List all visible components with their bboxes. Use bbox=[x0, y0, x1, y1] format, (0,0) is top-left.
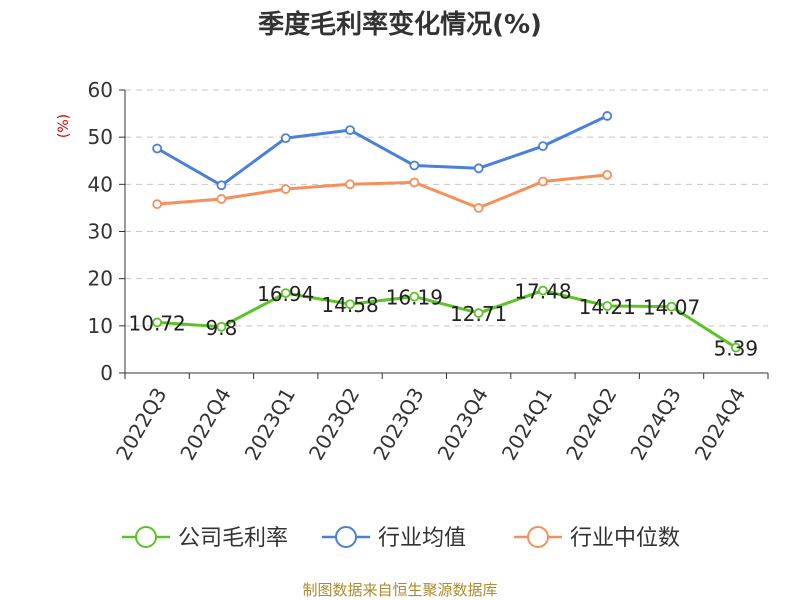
source-note: 制图数据来自恒生聚源数据库 bbox=[302, 581, 497, 599]
data-point[interactable] bbox=[345, 179, 355, 190]
x-tick-label: 2023Q2 bbox=[304, 384, 364, 465]
series-line bbox=[157, 289, 737, 349]
data-point[interactable] bbox=[152, 199, 163, 210]
data-point[interactable] bbox=[602, 169, 613, 180]
data-point[interactable] bbox=[666, 301, 677, 312]
data-label: 16.94 bbox=[257, 282, 314, 306]
legend-marker-icon bbox=[527, 526, 549, 548]
y-tick-label: 30 bbox=[88, 220, 113, 244]
y-axis-label: (%) bbox=[56, 114, 72, 138]
x-tick-label: 2023Q4 bbox=[433, 384, 493, 465]
legend-label: 行业中位数 bbox=[570, 526, 680, 551]
data-label: 12.71 bbox=[450, 302, 507, 326]
legend-marker-icon bbox=[335, 526, 357, 548]
x-tick-label: 2022Q4 bbox=[175, 384, 235, 465]
data-point[interactable] bbox=[280, 288, 291, 298]
data-label: 14.21 bbox=[579, 295, 636, 319]
data-labels: 10.72 9.8 16.94 14.58 16.19 12.71 17.48 14.21 14… bbox=[129, 280, 759, 361]
data-point[interactable] bbox=[473, 308, 484, 318]
series bbox=[152, 111, 741, 353]
y-tick-label: 40 bbox=[88, 172, 113, 196]
x-tick-label: 2024Q1 bbox=[497, 384, 557, 465]
data-label: 9.8 bbox=[206, 316, 238, 340]
legend-item[interactable]: 行业均值 bbox=[322, 526, 466, 551]
data-label: 14.07 bbox=[643, 296, 700, 320]
data-point[interactable] bbox=[152, 143, 163, 154]
data-label: 5.39 bbox=[714, 337, 759, 361]
y-tick-label: 0 bbox=[100, 361, 113, 385]
x-tick-label: 2024Q4 bbox=[690, 384, 750, 465]
series-line bbox=[157, 173, 608, 210]
legend-label: 行业均值 bbox=[378, 526, 466, 551]
series-0 bbox=[152, 285, 741, 353]
data-point[interactable] bbox=[280, 133, 291, 144]
data-label: 16.19 bbox=[386, 286, 443, 310]
data-point[interactable] bbox=[152, 317, 163, 328]
data-point[interactable] bbox=[602, 111, 613, 121]
y-tick-label: 60 bbox=[88, 78, 113, 102]
legend-marker-icon bbox=[135, 526, 157, 548]
chart-title: 季度毛利率变化情况(%) bbox=[258, 9, 542, 40]
x-tick-label: 2023Q3 bbox=[368, 384, 428, 465]
data-point[interactable] bbox=[602, 301, 613, 311]
y-tick-label: 10 bbox=[88, 314, 113, 338]
data-point[interactable] bbox=[409, 160, 420, 171]
legend-item[interactable]: 公司毛利率 bbox=[122, 526, 288, 551]
x-tick-label: 2023Q1 bbox=[240, 384, 300, 465]
data-point[interactable] bbox=[216, 321, 227, 332]
data-point[interactable] bbox=[473, 163, 484, 174]
data-label: 14.58 bbox=[321, 293, 378, 317]
data-point[interactable] bbox=[730, 342, 741, 353]
data-point[interactable] bbox=[345, 125, 355, 135]
x-tick-label: 2024Q2 bbox=[561, 384, 621, 465]
data-point[interactable] bbox=[409, 291, 420, 302]
data-point[interactable] bbox=[538, 176, 548, 187]
data-label: 10.72 bbox=[129, 311, 186, 335]
grid bbox=[125, 89, 768, 327]
data-point[interactable] bbox=[538, 285, 548, 296]
data-point[interactable] bbox=[216, 180, 227, 191]
data-label: 17.48 bbox=[514, 280, 571, 304]
data-point[interactable] bbox=[473, 203, 484, 213]
legend[interactable]: 公司毛利率 行业均值 行业中位数 bbox=[122, 526, 680, 551]
legend-label: 公司毛利率 bbox=[178, 526, 288, 551]
series-1 bbox=[152, 111, 613, 191]
legend-item[interactable]: 行业中位数 bbox=[514, 526, 680, 551]
data-point[interactable] bbox=[345, 299, 355, 310]
y-tick-label: 20 bbox=[88, 267, 113, 291]
data-point[interactable] bbox=[538, 141, 548, 152]
y-tick-label: 50 bbox=[88, 125, 113, 149]
series-line bbox=[156, 114, 608, 187]
series-2 bbox=[152, 169, 613, 213]
data-point[interactable] bbox=[216, 194, 227, 204]
data-point[interactable] bbox=[280, 184, 291, 194]
data-point[interactable] bbox=[409, 177, 420, 188]
x-tick-label: 2024Q3 bbox=[625, 384, 685, 465]
x-tick-label: 2022Q3 bbox=[111, 384, 171, 465]
